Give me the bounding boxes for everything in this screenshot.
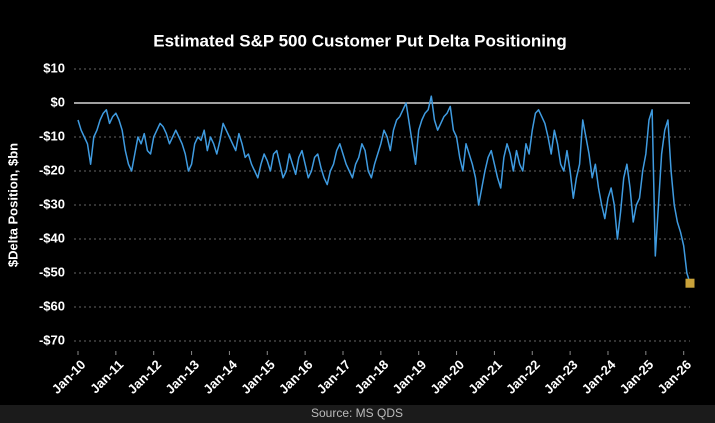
x-tick-label: Jan-22	[503, 357, 543, 397]
x-tick-label: Jan-26	[655, 357, 695, 397]
x-tick-label: Jan-23	[541, 357, 581, 397]
y-tick-label: -$70	[39, 332, 65, 347]
x-tick-label: Jan-24	[579, 356, 619, 396]
y-tick-label: $10	[43, 60, 65, 75]
y-tick-label: $0	[51, 94, 65, 109]
x-tick-label: Jan-16	[276, 357, 316, 397]
x-tick-label: Jan-19	[390, 357, 430, 397]
last-point-marker	[685, 278, 695, 288]
x-tick-label: Jan-11	[87, 357, 126, 396]
x-tick-label: Jan-17	[314, 357, 354, 397]
y-axis-label: $Delta Position, $bn	[5, 143, 20, 267]
x-tick-label: Jan-14	[200, 356, 240, 396]
x-tick-label: Jan-20	[427, 357, 467, 397]
x-tick-label: Jan-18	[352, 357, 392, 397]
y-tick-label: -$50	[39, 264, 65, 279]
y-tick-label: -$30	[39, 196, 65, 211]
data-line	[77, 95, 691, 284]
chart-title: Estimated S&P 500 Customer Put Delta Pos…	[153, 31, 566, 50]
source-note: Source: MS QDS	[311, 406, 403, 420]
x-tick-label: Jan-13	[162, 357, 202, 397]
y-tick-label: -$10	[39, 128, 65, 143]
y-tick-label: -$40	[39, 230, 65, 245]
y-tick-label: -$20	[39, 162, 65, 177]
y-tick-label: -$60	[39, 298, 65, 313]
x-tick-label: Jan-10	[49, 357, 89, 397]
x-tick-label: Jan-21	[465, 357, 505, 397]
x-tick-label: Jan-25	[617, 357, 657, 397]
footer-band	[0, 405, 715, 423]
x-tick-label: Jan-12	[125, 357, 165, 397]
x-tick-label: Jan-15	[238, 357, 278, 397]
